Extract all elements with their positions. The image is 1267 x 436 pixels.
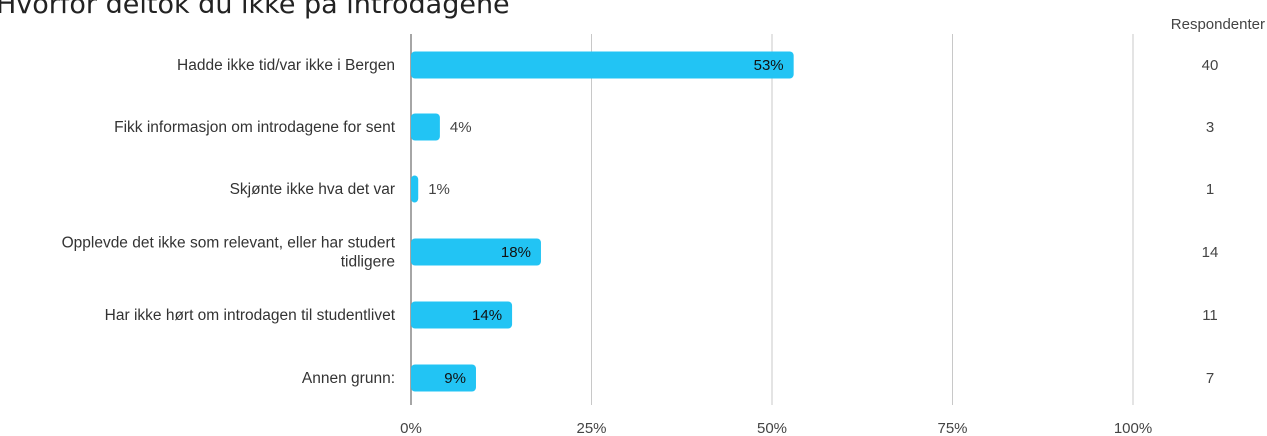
bar bbox=[411, 113, 440, 141]
data-label: 53% bbox=[754, 57, 784, 74]
bar bbox=[411, 301, 513, 329]
bars bbox=[411, 51, 794, 392]
data-label: 18% bbox=[501, 244, 531, 261]
category-label: Skjønte ikke hva det var bbox=[230, 181, 395, 198]
respondent-count: 1 bbox=[1206, 181, 1214, 198]
category-label: tidligere bbox=[341, 254, 395, 271]
bar bbox=[411, 238, 541, 266]
category-label: Har ikke hørt om introdagen til studentl… bbox=[105, 307, 396, 324]
value-labels: 53% 4% 1% 18% 14% 9% bbox=[428, 57, 783, 387]
category-label: Opplevde det ikke som relevant, eller ha… bbox=[62, 235, 396, 252]
bar bbox=[411, 175, 419, 203]
x-tick-label: 100% bbox=[1114, 420, 1152, 436]
x-tick-label: 25% bbox=[576, 420, 606, 436]
chart-title: Hvorfor deltok du ikke på introdagene bbox=[0, 0, 510, 20]
x-tick-label: 75% bbox=[937, 420, 967, 436]
data-label: 9% bbox=[444, 370, 466, 387]
x-tick-label: 0% bbox=[400, 420, 422, 436]
category-label: Annen grunn: bbox=[302, 370, 395, 387]
respondent-count: 7 bbox=[1206, 370, 1214, 387]
respondent-count: 11 bbox=[1202, 307, 1218, 324]
bar bbox=[411, 364, 476, 392]
category-label: Hadde ikke tid/var ikke i Bergen bbox=[177, 57, 395, 74]
respondents-column-header: Respondenter bbox=[1170, 16, 1265, 33]
x-axis-ticks: 0% 25% 50% 75% 100% bbox=[400, 420, 1152, 436]
respondent-count: 3 bbox=[1206, 119, 1214, 136]
data-label: 1% bbox=[428, 181, 450, 198]
category-label: Fikk informasjon om introdagene for sent bbox=[114, 119, 396, 136]
grid-lines bbox=[410, 34, 1134, 405]
bar bbox=[411, 51, 794, 79]
x-tick-label: 50% bbox=[757, 420, 787, 436]
respondent-count: 40 bbox=[1202, 57, 1219, 74]
data-label: 14% bbox=[472, 307, 502, 324]
category-labels: Hadde ikke tid/var ikke i Bergen Fikk inf… bbox=[62, 57, 396, 387]
data-label: 4% bbox=[450, 119, 472, 136]
respondent-count: 14 bbox=[1202, 244, 1219, 261]
respondent-counts: 40 3 1 14 11 7 bbox=[1202, 57, 1219, 387]
